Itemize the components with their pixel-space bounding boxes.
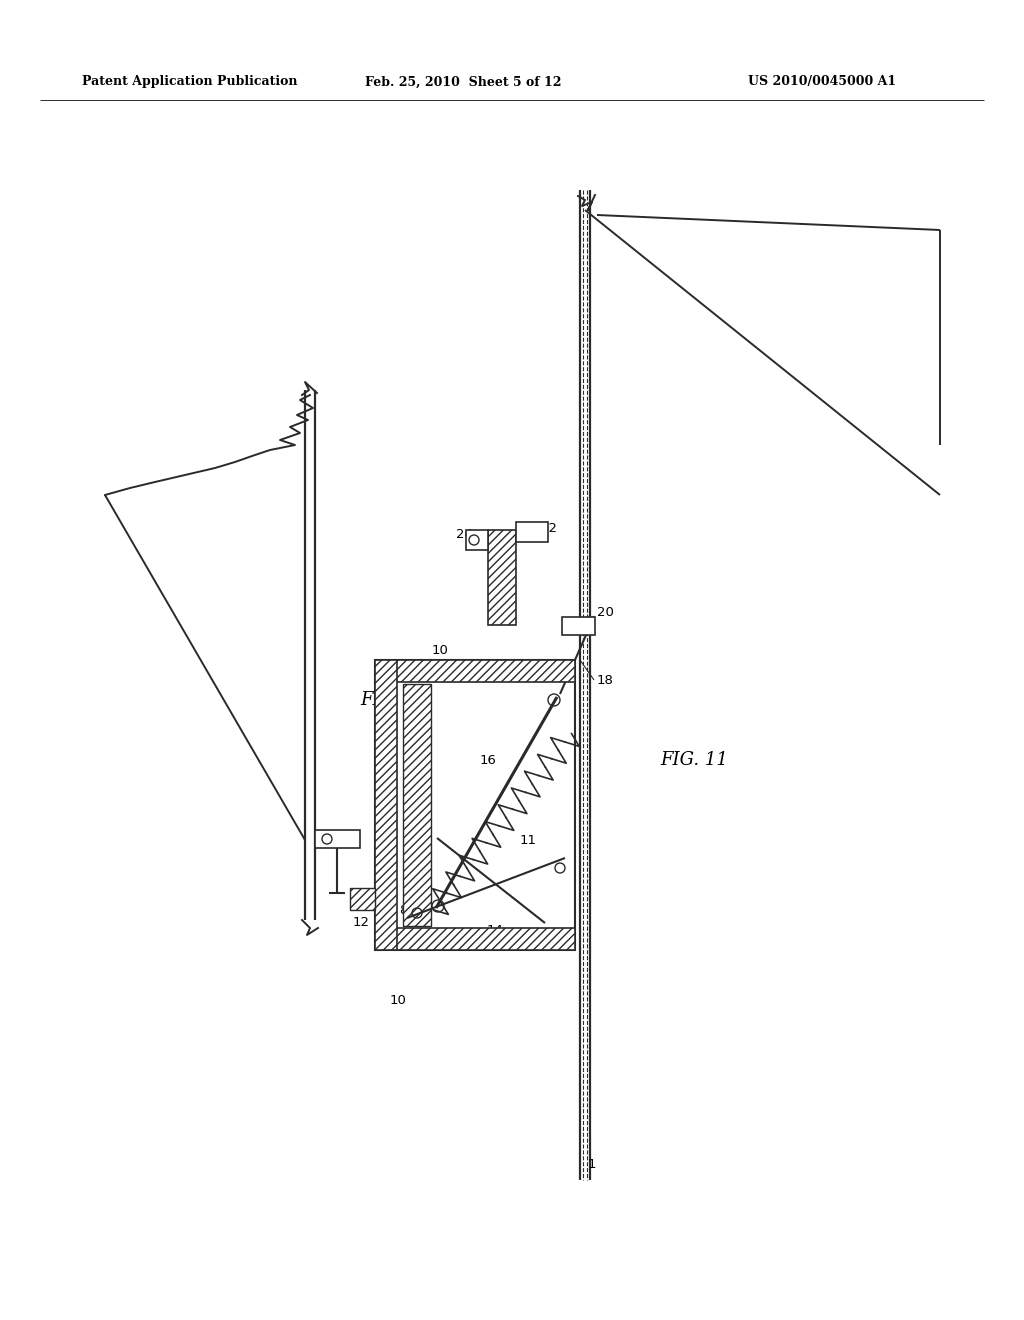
Text: 20: 20	[597, 606, 613, 619]
Text: 16: 16	[480, 754, 497, 767]
Bar	[315, 830, 360, 847]
Text: 12: 12	[353, 916, 370, 928]
Text: 8: 8	[399, 903, 408, 916]
Bar	[375, 660, 575, 682]
Text: US 2010/0045000 A1: US 2010/0045000 A1	[748, 75, 896, 88]
Text: Feb. 25, 2010  Sheet 5 of 12: Feb. 25, 2010 Sheet 5 of 12	[365, 75, 561, 88]
Bar	[403, 684, 431, 927]
Bar	[562, 616, 595, 635]
Bar	[375, 660, 575, 950]
Text: FIG. 11: FIG. 11	[660, 751, 728, 770]
Text: 1: 1	[588, 1159, 597, 1172]
Bar	[375, 660, 397, 950]
Bar	[488, 531, 516, 624]
Text: 10: 10	[390, 994, 407, 1006]
Bar	[375, 928, 575, 950]
Text: 14: 14	[487, 924, 504, 936]
Text: FIG. 12: FIG. 12	[360, 690, 428, 709]
Text: 18: 18	[597, 673, 613, 686]
Bar	[350, 888, 375, 909]
Text: 24: 24	[456, 528, 473, 541]
Text: 10: 10	[432, 644, 449, 656]
Bar	[516, 521, 548, 543]
Bar	[466, 531, 488, 550]
Text: 11: 11	[520, 833, 537, 846]
Text: 22: 22	[540, 521, 557, 535]
Text: Patent Application Publication: Patent Application Publication	[82, 75, 298, 88]
